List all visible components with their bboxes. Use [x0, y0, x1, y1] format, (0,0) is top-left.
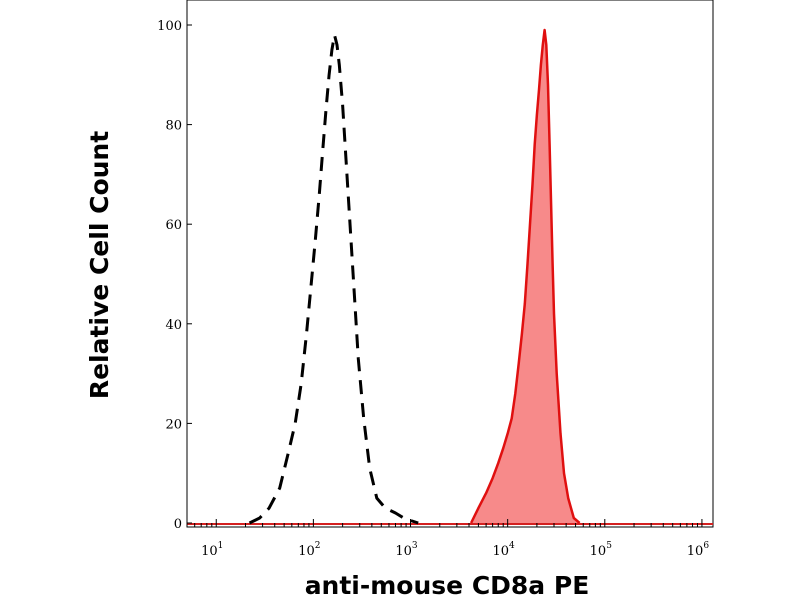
y-tick-label: 100: [157, 19, 182, 34]
series-stained-line: [469, 28, 581, 524]
x-tick-label: 102: [298, 541, 320, 559]
y-tick-label: 60: [165, 218, 182, 233]
y-tick-label: 40: [165, 318, 182, 333]
series-stained-area: [471, 30, 580, 523]
x-tick-label: 104: [493, 541, 516, 559]
axis-layer: 0 20 40 60 80 100 101 102 103 104 105 106: [157, 19, 709, 559]
x-tick-label: 101: [201, 541, 223, 559]
y-axis-title: Relative Cell Count: [85, 131, 114, 399]
y-tick-label: 0: [174, 517, 182, 532]
y-tick-label: 80: [165, 119, 182, 134]
plot-frame: [186, 0, 714, 528]
plot-layer: [187, 28, 713, 525]
x-tick-label: 106: [687, 541, 710, 559]
series-control-line: [248, 33, 419, 525]
x-tick-label: 103: [395, 541, 418, 559]
y-tick-label: 20: [165, 417, 182, 432]
x-axis-title: anti-mouse CD8a PE: [305, 571, 590, 600]
x-tick-label: 105: [590, 541, 613, 559]
